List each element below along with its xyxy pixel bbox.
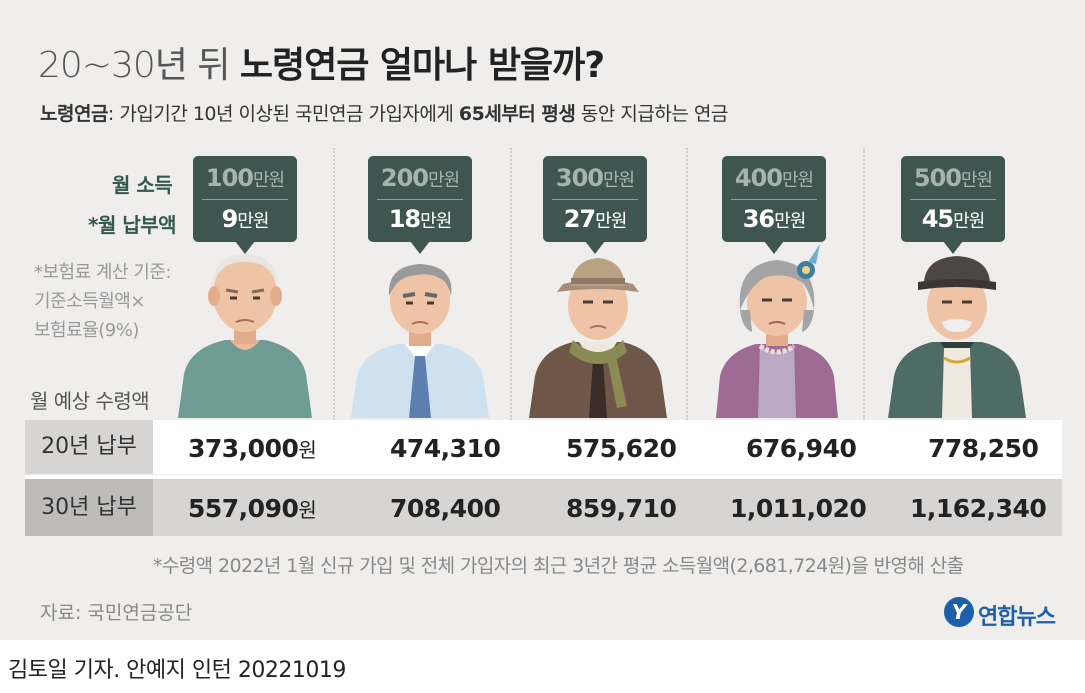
page-title: 20~30년 뒤 노령연금 얼마나 받을까? [38,36,605,88]
bubble-payment: 9만원 [221,205,270,233]
logo-mark-icon: Y [944,597,974,627]
column-divider [510,148,512,420]
elderly-man-illustration-3 [529,258,667,418]
note-line: 기준소득월액× [34,291,145,312]
table-row [25,479,1062,536]
table-cell: 373,000원 [188,434,317,463]
bubble-income: 500만원 [913,164,993,192]
subtitle-part1: : 가입기간 10년 이상된 국민연금 가입자에게 [107,103,459,125]
payment-label: *월 납부액 [88,213,177,237]
column-divider [863,148,865,420]
bubble-column-4: 400만원 36만원 [722,156,826,254]
subtitle-term: 노령연금 [40,103,108,125]
subtitle-emph: 65세부터 평생 [458,103,576,125]
column-divider [686,148,688,420]
calculation-note: *보험료 계산 기준: 기준소득월액× 보험료율(9%) [34,258,171,345]
table-cell: 859,710 [566,494,677,523]
title-light: 20~30년 뒤 [38,45,230,86]
table-cell: 1,011,020 [730,494,867,523]
bubble-payment: 18만원 [388,205,453,233]
yonhap-logo: Y 연합뉴스 [944,595,1064,631]
row-header-20y: 20년 납부 [25,420,153,474]
bubble-separator [552,199,638,200]
elderly-man-illustration-1 [178,254,312,418]
table-cell: 778,250 [928,434,1039,463]
credit-line: 김토일 기자. 안예지 인턴 20221019 [8,658,346,683]
subtitle-part2: 동안 지급하는 연금 [575,103,728,125]
elderly-man-illustration-4 [888,256,1026,418]
table-cell: 557,090원 [188,494,317,523]
income-label: 월 소득 [112,173,173,197]
bubble-payment: 45만원 [921,205,986,233]
bubble-separator [910,199,996,200]
bubble-income: 100만원 [205,164,285,192]
bubble-income: 300만원 [555,164,635,192]
section-label: 월 예상 수령액 [30,389,150,413]
subtitle: 노령연금: 가입기간 10년 이상된 국민연금 가입자에게 65세부터 평생 동… [40,99,728,126]
elderly-woman-illustration [716,244,838,418]
bubble-column-5: 500만원 45만원 [901,156,1005,254]
bubble-separator [731,199,817,200]
source-label: 자료: 국민연금공단 [40,602,193,624]
footnote: *수령액 2022년 1월 신규 가입 및 전체 가입자의 최근 3년간 평균 … [153,555,964,577]
table-row [25,420,1062,474]
bubble-separator [202,199,288,200]
bubble-income: 200만원 [380,164,460,192]
bubble-payment: 27만원 [563,205,628,233]
bubble-column-1: 100만원 9만원 [193,156,297,254]
note-line: *보험료 계산 기준: [34,262,171,283]
table-cell: 1,162,340 [910,494,1047,523]
row-header-30y: 30년 납부 [25,479,153,536]
table-cell: 474,310 [390,434,501,463]
column-divider [333,148,335,420]
bubble-column-2: 200만원 18만원 [368,156,472,254]
logo-text: 연합뉴스 [978,605,1056,630]
title-bold: 노령연금 얼마나 받을까? [239,45,605,86]
bubble-separator [377,199,463,200]
bubble-payment: 36만원 [742,205,807,233]
table-cell: 676,940 [746,434,857,463]
table-cell: 575,620 [566,434,677,463]
table-cell: 708,400 [390,494,501,523]
bubble-column-3: 300만원 27만원 [543,156,647,254]
note-line: 보험료율(9%) [34,320,139,341]
bubble-income: 400만원 [734,164,814,192]
elderly-man-illustration-2 [351,264,489,418]
row-separator [25,475,1062,479]
